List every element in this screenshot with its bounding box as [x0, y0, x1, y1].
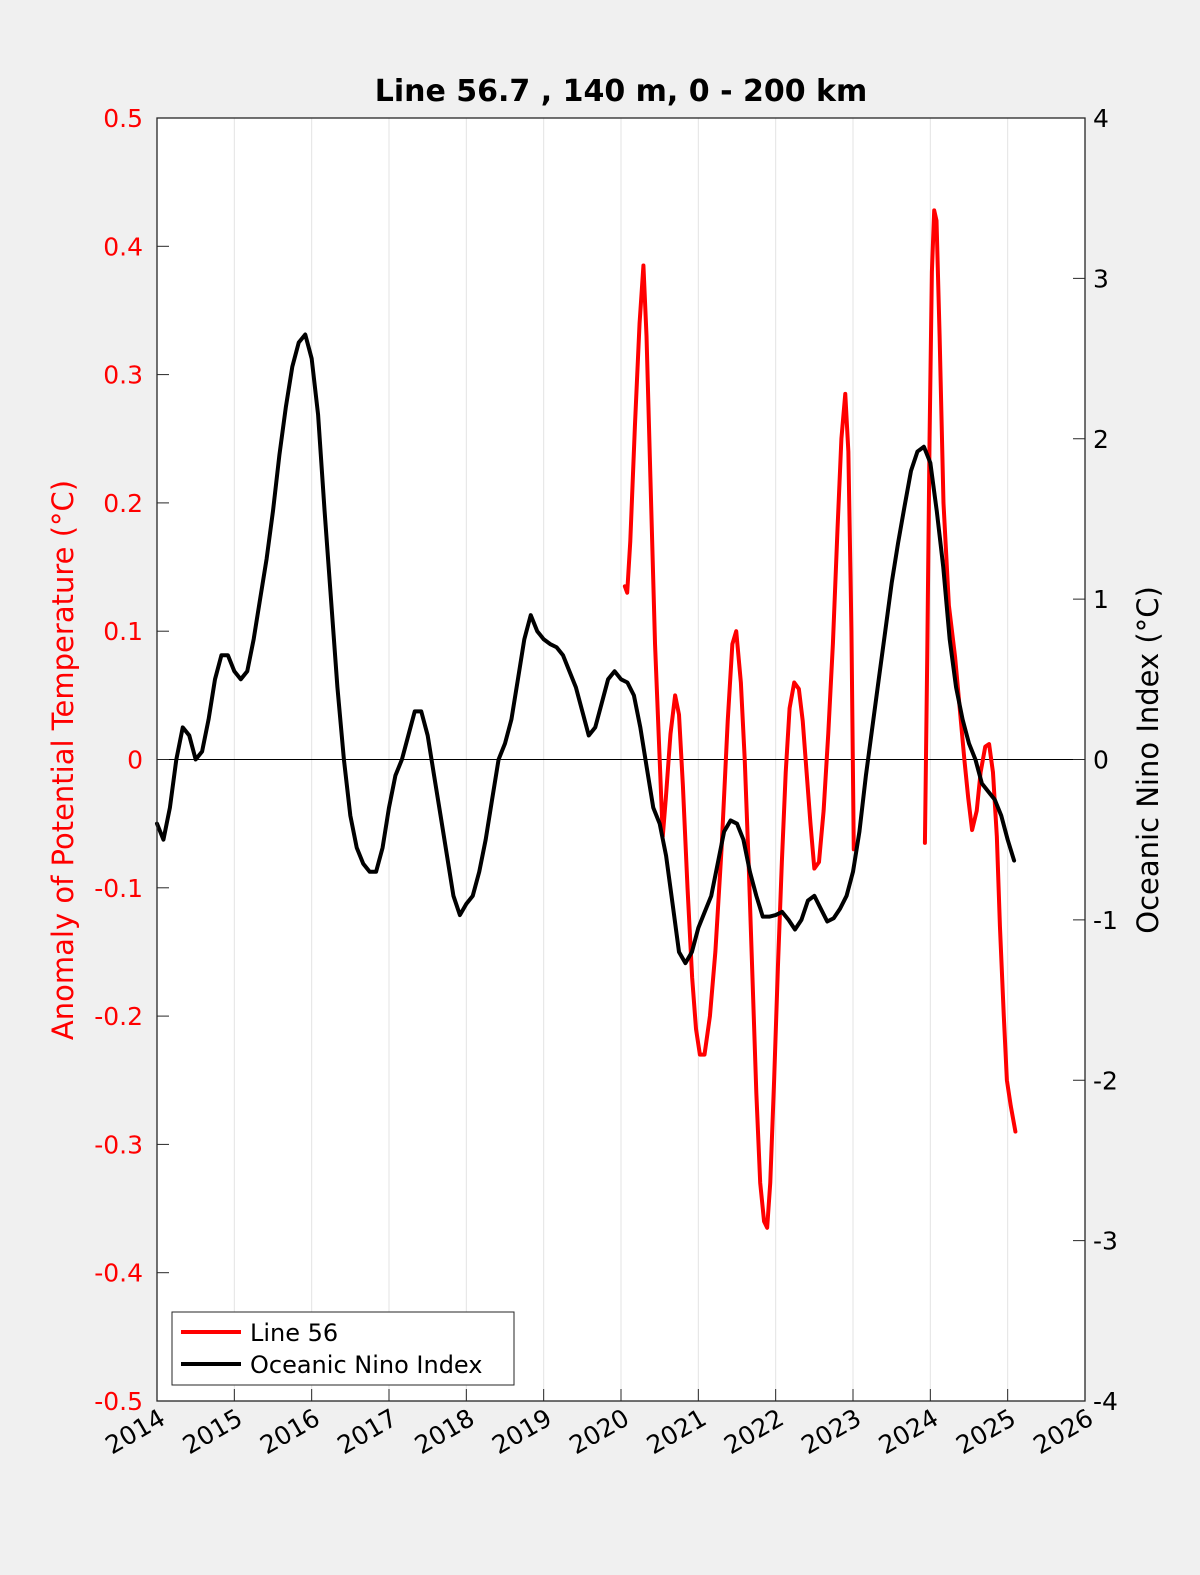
series-line-oceanic-nino-index	[155, 332, 1017, 966]
y-left-tick-label--0.2: -0.2	[94, 1002, 143, 1031]
legend-label-line56: Line 56	[250, 1319, 338, 1347]
chart-title: Line 56.7 , 140 m, 0 - 200 km	[375, 74, 868, 109]
y-axis-label-right: Oceanic Nino Index (°C)	[1131, 586, 1165, 934]
y-left-tick-label-0.3: 0.3	[103, 361, 143, 390]
y-left-tick-label--0.4: -0.4	[94, 1259, 143, 1288]
y-left-tick-label-0.5: 0.5	[103, 104, 143, 133]
y-right-tick-label-0: 0	[1093, 746, 1109, 775]
y-left-tick-label-0: 0	[127, 746, 143, 775]
series-line-line-56	[622, 208, 1018, 1230]
y-right-tick-label--3: -3	[1093, 1227, 1118, 1256]
y-axis-label-left: Anomaly of Potential Temperature (°C)	[46, 480, 80, 1040]
y-left-tick-label--0.3: -0.3	[94, 1130, 143, 1159]
y-left-tick-label-0.2: 0.2	[103, 489, 143, 518]
left-axis: 0.5 0.4 0.3 0.2 0.1 0 -0.1 -0.2 -0.3 -0.4 -0.5	[94, 104, 169, 1416]
y-right-tick-label-2: 2	[1093, 425, 1109, 454]
right-axis: 4 3 2 1 0 -1 -2 -3 -4	[1073, 104, 1118, 1416]
legend: Line 56 Oceanic Nino Index	[171, 1311, 515, 1386]
series-layer	[155, 208, 1018, 1230]
y-left-tick-label--0.5: -0.5	[94, 1387, 143, 1416]
y-right-tick-label-3: 3	[1093, 264, 1109, 293]
y-right-tick-label-4: 4	[1093, 104, 1109, 133]
legend-box	[171, 1311, 515, 1386]
y-left-tick-label--0.1: -0.1	[94, 874, 143, 903]
y-right-tick-label-1: 1	[1093, 585, 1109, 614]
y-left-tick-label-0.4: 0.4	[103, 232, 143, 261]
y-left-tick-label-0.1: 0.1	[103, 617, 143, 646]
legend-label-oni: Oceanic Nino Index	[250, 1351, 482, 1379]
y-right-tick-label--4: -4	[1093, 1387, 1118, 1416]
y-right-tick-label--1: -1	[1093, 906, 1118, 935]
y-right-tick-label--2: -2	[1093, 1066, 1118, 1095]
